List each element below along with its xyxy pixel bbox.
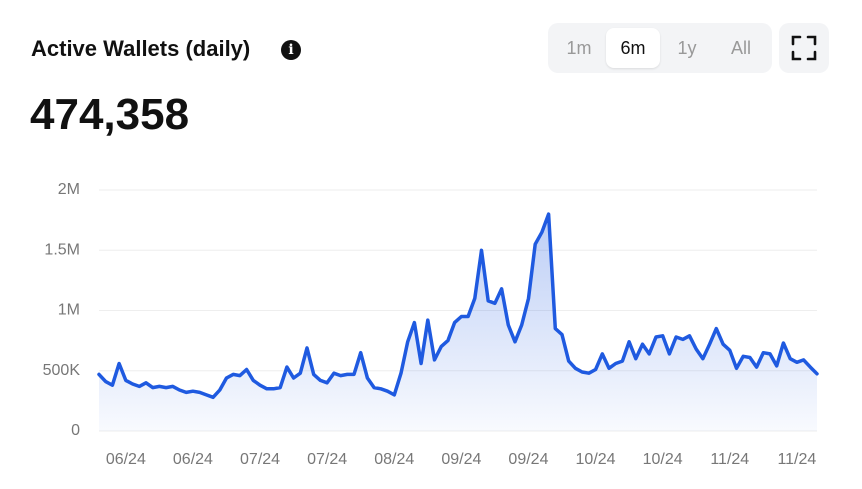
title: Active Wallets (daily) (31, 36, 251, 61)
range-button[interactable]: All (730, 38, 751, 58)
x-tick-label: 07/24 (307, 451, 347, 468)
x-tick-label: 06/24 (173, 451, 213, 468)
range-selector: 1m 6m 1y All (548, 23, 772, 73)
fullscreen-button[interactable] (779, 23, 829, 73)
y-tick-label: 500K (43, 362, 81, 379)
y-tick-label: 0 (71, 422, 80, 439)
range-button[interactable]: 1y (677, 38, 697, 58)
x-tick-label: 06/24 (106, 451, 146, 468)
y-tick-label: 1M (58, 302, 80, 319)
x-tick-label: 10/24 (576, 451, 616, 468)
x-tick-label: 07/24 (240, 451, 280, 468)
x-tick-label: 10/24 (643, 451, 683, 468)
x-tick-label: 11/24 (710, 451, 749, 468)
x-tick-label: 11/24 (777, 451, 816, 468)
range-button[interactable]: 1m (566, 38, 592, 58)
x-tick-label: 08/24 (374, 451, 414, 468)
x-tick-label: 09/24 (441, 451, 481, 468)
headline-value: 474,358 (30, 90, 190, 139)
x-tick-label: 09/24 (508, 451, 548, 468)
info-icon[interactable]: i (281, 40, 301, 60)
range-button[interactable]: 6m (606, 28, 660, 68)
area (99, 214, 817, 431)
fullscreen-icon (791, 35, 817, 61)
y-tick-label: 1.5M (44, 241, 80, 258)
y-tick-label: 2M (58, 181, 80, 198)
line (97, 212, 819, 400)
